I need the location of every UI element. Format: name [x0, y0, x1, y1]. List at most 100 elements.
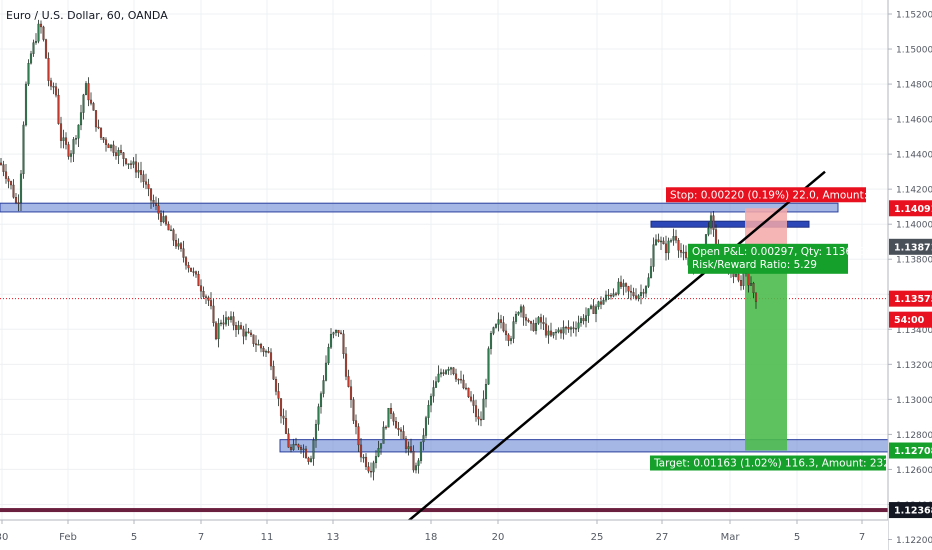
candle [372, 460, 375, 481]
candle [109, 144, 113, 152]
candle [642, 288, 645, 299]
time-tick-label: 25 [591, 532, 604, 543]
candle [24, 81, 28, 127]
candle [362, 454, 365, 463]
candle [402, 425, 405, 439]
candle-body [502, 322, 505, 332]
candle [122, 152, 125, 167]
candle-body [632, 292, 635, 296]
candle-body [139, 170, 143, 175]
candle-body [437, 373, 440, 382]
candle-body [464, 387, 468, 390]
candle [549, 322, 553, 337]
candle [292, 438, 295, 451]
candle [267, 347, 270, 354]
candle [327, 343, 330, 365]
candle [674, 229, 678, 244]
candle [184, 256, 188, 270]
candle [472, 394, 475, 414]
candle-body [622, 283, 625, 287]
candle-body [657, 239, 660, 242]
candle [509, 335, 513, 345]
candle [0, 157, 3, 166]
candle-body [554, 331, 558, 334]
candle-body [344, 353, 348, 377]
candle-body [324, 362, 328, 381]
candle [749, 276, 753, 286]
candle [539, 313, 543, 330]
candle [197, 270, 200, 287]
candle [607, 289, 610, 300]
candle [149, 188, 153, 209]
candle [114, 145, 118, 160]
candle [29, 50, 33, 65]
candle [14, 192, 18, 205]
candle-body [397, 428, 400, 430]
candle [634, 288, 638, 301]
candle-body [227, 317, 230, 320]
candle [707, 222, 710, 237]
candle-body [297, 444, 300, 448]
candle [37, 19, 40, 44]
candle [217, 318, 220, 348]
price-tick-label: 1.12200 [896, 536, 932, 546]
candle-body [659, 240, 663, 243]
candle [44, 38, 48, 59]
candle [282, 408, 285, 425]
candle-body [569, 327, 573, 330]
candle-body [604, 294, 608, 301]
candle-body [279, 398, 283, 417]
candle [319, 391, 323, 414]
candle [587, 308, 590, 323]
candle-body [577, 322, 580, 329]
candle [754, 292, 758, 309]
time-tick-label: 7 [859, 532, 865, 543]
candle [99, 127, 103, 141]
candle [314, 419, 318, 448]
candle [27, 59, 30, 87]
time-tick-label: Feb [59, 532, 77, 543]
candle [367, 462, 370, 474]
candle [559, 327, 563, 339]
candle-body [574, 328, 578, 330]
candle-body [87, 83, 90, 101]
candle-body [352, 399, 355, 421]
candle-body [177, 243, 180, 247]
candle-body [14, 197, 18, 203]
candle-body [169, 229, 173, 232]
candle-body [429, 395, 433, 406]
candle-body [532, 323, 535, 331]
candle-body [557, 329, 560, 333]
candle [514, 311, 518, 325]
candle-body [497, 319, 500, 325]
candle-body [64, 137, 68, 145]
candle [32, 39, 35, 57]
candle [169, 225, 173, 232]
candle-body [119, 150, 123, 153]
candle-body [72, 139, 75, 154]
candle [629, 284, 633, 301]
candle-body [522, 306, 525, 318]
candle [272, 360, 275, 381]
candle-body [754, 292, 758, 302]
candle [512, 316, 515, 344]
candle-body [624, 283, 628, 287]
candle [92, 101, 95, 111]
candle-body [59, 123, 63, 141]
candle-body [649, 266, 653, 278]
candle-body [442, 372, 445, 374]
candle [382, 421, 385, 444]
candle-body [672, 236, 675, 241]
candle [454, 368, 458, 382]
candle-body [512, 321, 515, 339]
candle [632, 287, 635, 298]
pnl-label: Open P&L: 0.00297, Qty: 113636Risk/Rewar… [688, 243, 866, 274]
candle-body [399, 429, 403, 432]
price-tick-label: 1.13000 [896, 396, 932, 406]
candle [297, 443, 300, 450]
candle-body [389, 407, 393, 414]
candle [459, 370, 463, 384]
candle [389, 403, 393, 419]
candle-body [564, 326, 568, 329]
